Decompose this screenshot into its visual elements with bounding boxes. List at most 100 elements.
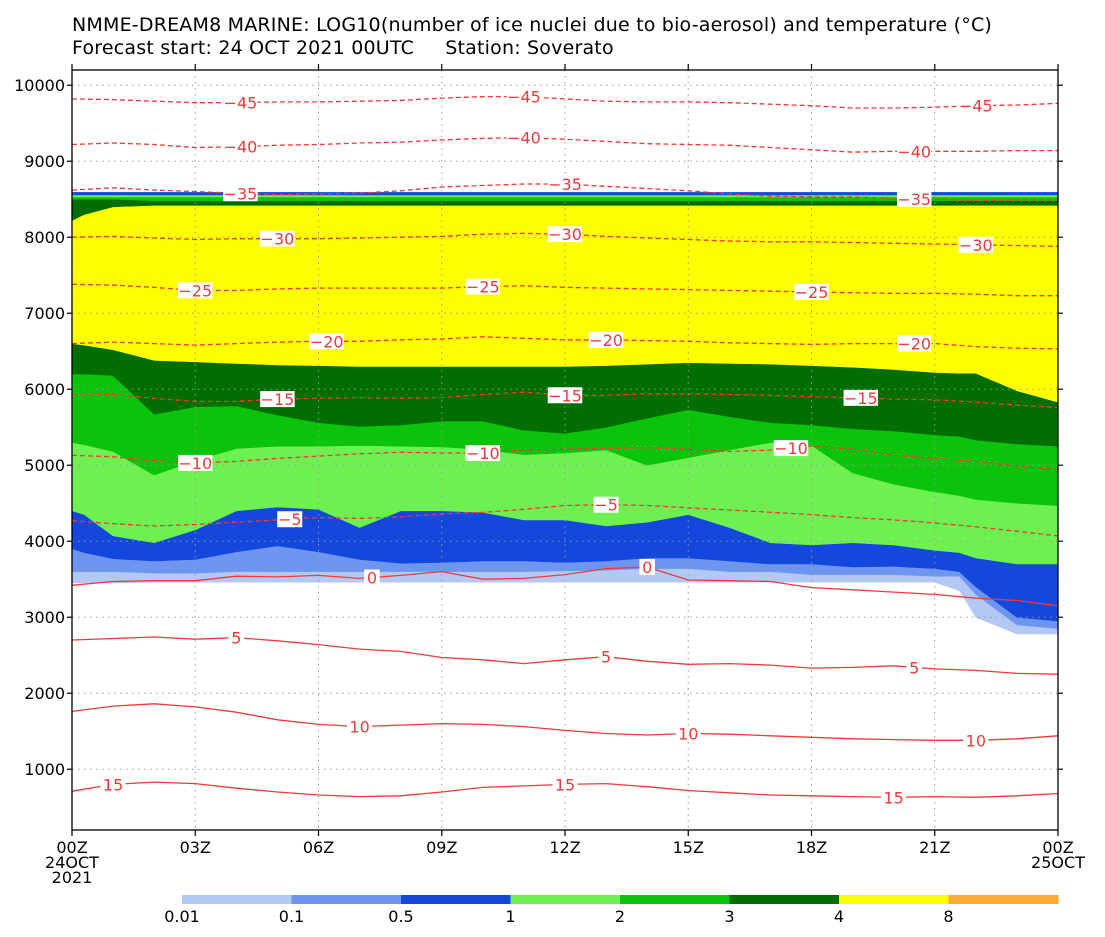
contour-label: −20 — [897, 335, 931, 354]
y-tick-label: 5000 — [24, 456, 65, 475]
contour-label-bg — [794, 283, 829, 300]
contour-label-bg — [588, 331, 624, 348]
colorbar-swatch — [182, 895, 292, 904]
temperature-contour — [71, 283, 1058, 297]
y-tick-label: 7000 — [24, 304, 65, 323]
contour-label-bg — [958, 236, 994, 253]
contour-label-bg — [364, 569, 380, 586]
chart-subtitle: Forecast start: 24 OCT 2021 00UTC Statio… — [72, 37, 614, 59]
contour-label: 0 — [367, 569, 377, 588]
x-tick-label: 03Z — [180, 838, 211, 857]
colorbar-label: 4 — [834, 907, 844, 926]
contour-label-bg — [547, 387, 583, 404]
contour-label-bg — [506, 88, 542, 105]
colorbar-swatch — [291, 895, 402, 904]
contour-label: −20 — [310, 332, 344, 351]
colorbar-swatch — [948, 895, 1059, 904]
colorbar-swatch — [620, 895, 730, 904]
contour-label-bg — [100, 776, 126, 793]
contour-label-bg — [963, 732, 989, 749]
contour-label: −40 — [507, 129, 541, 148]
x-tick-label: 06Z — [303, 838, 334, 857]
axes-layer: 1000200030004000500060007000800090001000… — [14, 64, 1085, 887]
colorbar-label: 8 — [943, 907, 953, 926]
colorbar-swatch — [839, 895, 949, 904]
contour-label: −25 — [466, 278, 500, 297]
x-tick-label: 21Z — [919, 838, 950, 857]
contour-label: −30 — [959, 236, 993, 255]
contour-label-bg — [773, 440, 809, 457]
contour-label: −25 — [178, 281, 212, 300]
x-tick-label: 25OCT — [1031, 853, 1085, 872]
contour-label-bg — [178, 282, 213, 299]
y-tick-label: 3000 — [24, 608, 65, 627]
contour-label: 15 — [103, 775, 123, 794]
contour-label: 10 — [678, 724, 698, 743]
contour-label-bg — [843, 389, 879, 406]
grid-layer — [72, 70, 1058, 830]
contour-label: −40 — [897, 142, 931, 161]
contour-label: −20 — [589, 331, 623, 350]
temperature-contour — [71, 504, 1059, 537]
contour-label-bg — [547, 176, 583, 192]
x-tick-label: 2021 — [52, 868, 93, 887]
contour-label-bg — [223, 185, 258, 202]
colorbar-swatch — [401, 895, 511, 904]
contour-label: 0 — [642, 558, 652, 577]
contour-label: −35 — [548, 175, 582, 194]
colorbar-swatch — [729, 895, 840, 904]
contour-label-bg — [547, 226, 583, 243]
contour-label-bg — [260, 230, 295, 247]
contour-label-bg — [958, 97, 994, 114]
x-tick-label: 09Z — [426, 838, 457, 857]
contour-label: −30 — [261, 230, 295, 249]
x-tick-label: 18Z — [796, 838, 827, 857]
contour-label-bg — [593, 496, 619, 513]
x-tick-label: 12Z — [549, 838, 580, 857]
y-tick-label: 9000 — [24, 152, 65, 171]
contour-label-bg — [465, 445, 501, 462]
contour-label-bg — [598, 648, 614, 665]
y-tick-label: 6000 — [24, 380, 65, 399]
contour-label: −25 — [795, 283, 829, 302]
contour-label: −15 — [548, 386, 582, 405]
chart-title: NMME-DREAM8 MARINE: LOG10(number of ice … — [72, 14, 993, 36]
x-tick-label: 00Z — [1042, 838, 1073, 857]
contour-label: −10 — [466, 444, 500, 463]
contour-label-bg — [881, 789, 907, 806]
y-tick-label: 1000 — [24, 760, 65, 779]
contour-label-bg — [260, 391, 295, 408]
contour-label-bg — [309, 333, 344, 350]
x-tick-label: 24OCT — [45, 853, 99, 872]
colorbar-label: 0.01 — [164, 907, 200, 926]
contour-label-bg — [896, 335, 932, 352]
colorbar: 0.01 0.1 0.5 1 2 3 4 8 — [164, 895, 1059, 926]
contour-label-bg — [277, 511, 303, 528]
contour-label: −10 — [774, 439, 808, 458]
contour-label: 5 — [601, 648, 611, 667]
contour-label: −30 — [548, 225, 582, 244]
temperature-contour — [71, 391, 1059, 409]
colorbar-label: 0.5 — [388, 907, 413, 926]
contour-label: −5 — [594, 496, 618, 515]
y-tick-label: 2000 — [24, 684, 65, 703]
contour-label: −10 — [178, 454, 212, 473]
contour-label-bg — [223, 94, 258, 111]
temperature-contour — [71, 566, 1059, 607]
contour-label-bg — [465, 278, 501, 295]
contour-label-layer: 15 15 15 10 10 10 5 5 5 0 0 −5 −5 −10 −10 −10 −15 −15 −15 −… — [100, 88, 994, 807]
contour-label-bg — [347, 718, 373, 735]
contour-label-bg — [639, 559, 655, 576]
x-tick-label: 00Z — [56, 838, 87, 857]
contour-label: −15 — [261, 390, 295, 409]
contour-label-bg — [178, 454, 213, 471]
colorbar-label: 3 — [724, 907, 734, 926]
y-tick-label: 8000 — [24, 228, 65, 247]
contour-label: −35 — [897, 190, 931, 209]
contour-label-bg — [896, 190, 932, 207]
temperature-contour — [71, 336, 1059, 350]
contour-label-bg — [552, 776, 578, 793]
contour-label-bg — [675, 725, 701, 742]
contour-label: −5 — [278, 510, 302, 529]
